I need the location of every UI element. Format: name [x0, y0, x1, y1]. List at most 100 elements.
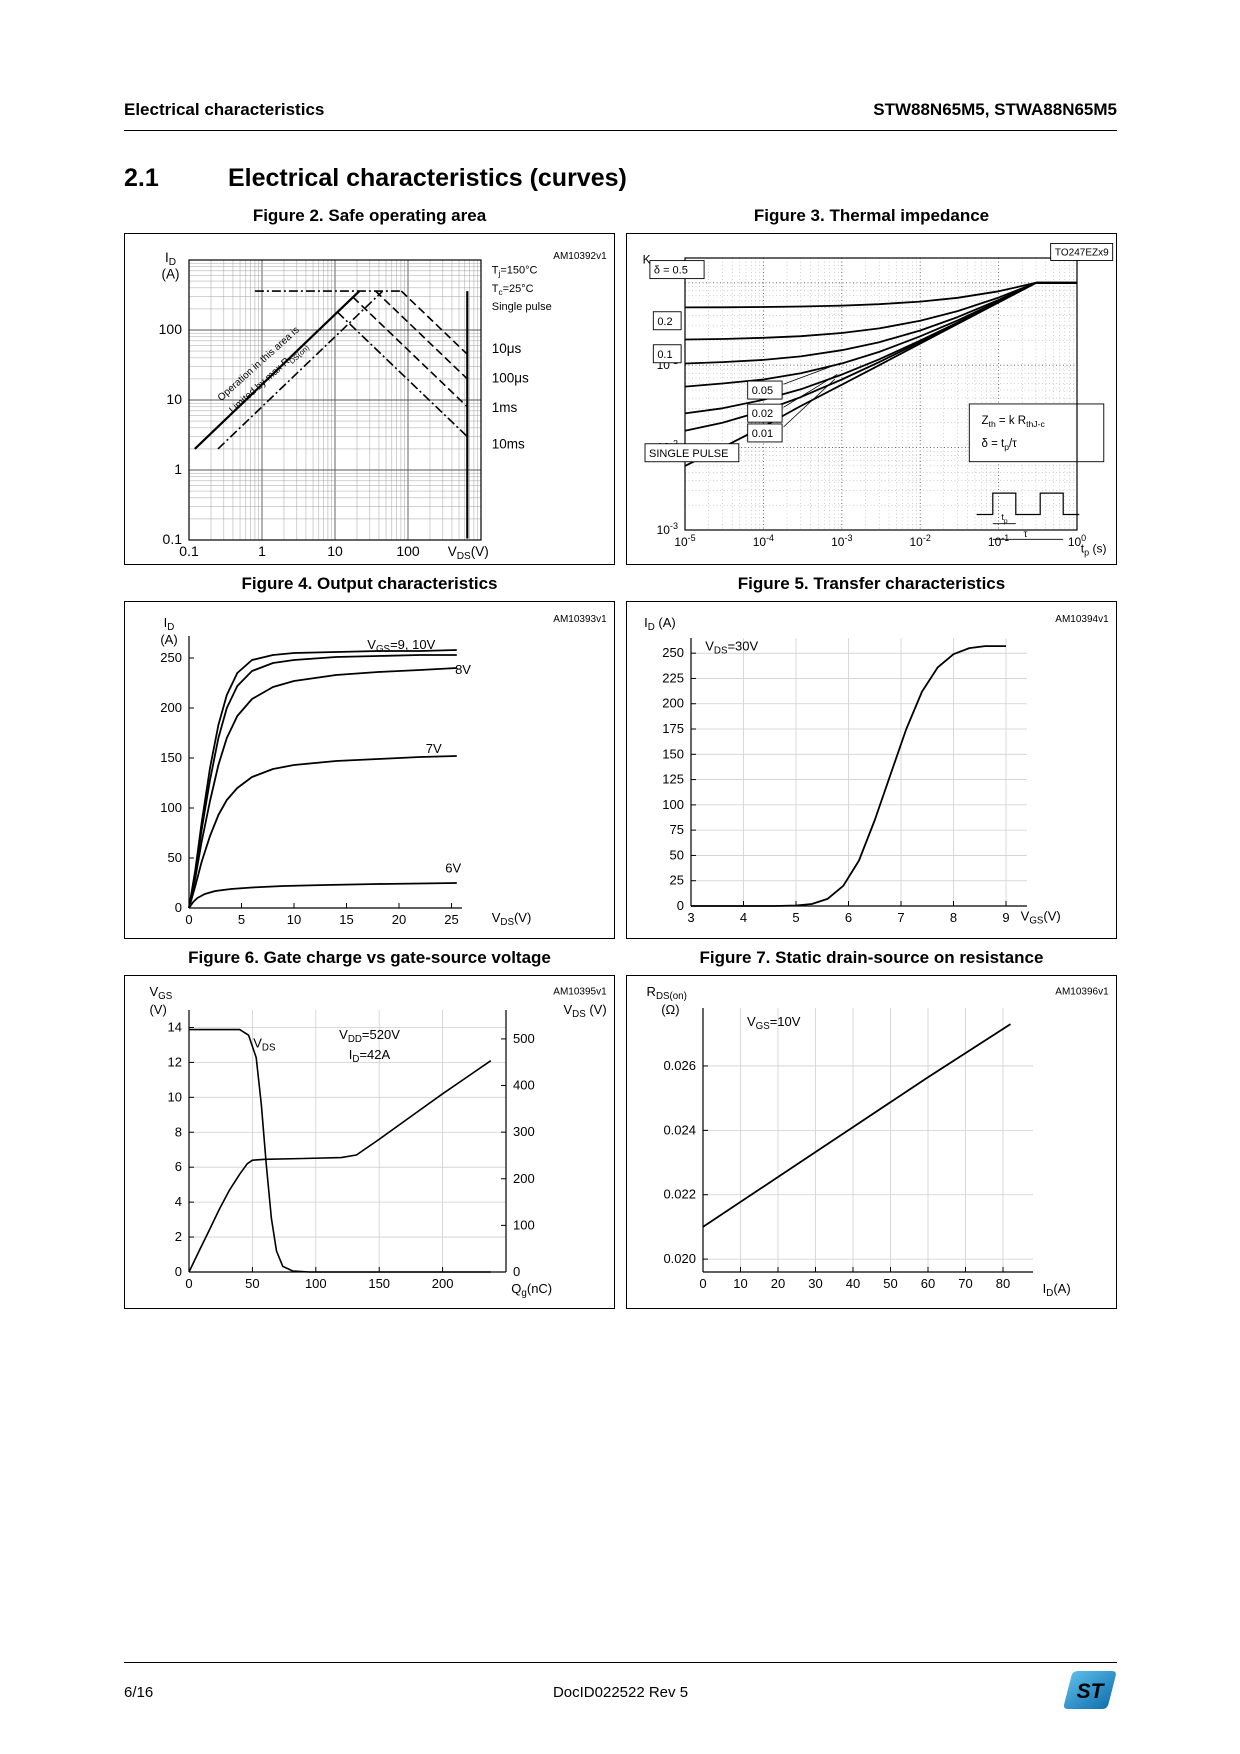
- y-tick-label: 150: [662, 746, 684, 761]
- chart-label: TO247EZx9: [1055, 247, 1109, 258]
- x-tick-label: 9: [1002, 910, 1009, 925]
- chart-label: Single pulse: [492, 301, 552, 313]
- chart-label: tp (s): [1081, 541, 1107, 557]
- y-tick-label: 100: [662, 797, 684, 812]
- x-tick-label: 25: [444, 912, 458, 927]
- chart-label: VGS=10V: [747, 1014, 801, 1032]
- st-logo: ST: [1063, 1670, 1117, 1710]
- x-tick-label: 6: [845, 910, 852, 925]
- chart-annotations: AM10396v1 RDS(on)(Ω) VGS=10V ID(A): [647, 984, 1110, 1299]
- figure-3-chart: 10-510-410-310-210-110010-110-210-3TO247…: [643, 242, 1114, 557]
- series-vgs-7v: [188, 755, 457, 909]
- chart-label: 10ms: [492, 437, 525, 452]
- series-curves: [188, 1028, 492, 1273]
- chart-annotations: AM10393v1 ID(A) VGS=9, 10V 8V 7V 6V VDS(V): [160, 614, 607, 928]
- series-curves: [188, 649, 457, 909]
- y-tick-label: 0.026: [663, 1058, 696, 1073]
- chart-label: 10μs: [492, 341, 522, 356]
- figure-5-box: 3 4 5 6 7 8 9 0 25 50 75 100 125 150 175 200 225 250 AM103…: [626, 601, 1117, 939]
- y2-tick-label: 500: [513, 1031, 535, 1046]
- chart-label: 0.2: [657, 316, 672, 328]
- chart-label: VDS: [253, 1035, 276, 1053]
- series-curves: [691, 645, 1006, 907]
- grid-lines: [691, 638, 1027, 906]
- y-tick-label: 0.022: [663, 1187, 696, 1202]
- chart-label: tp: [1001, 512, 1008, 525]
- figure-6: Figure 6. Gate charge vs gate-source vol…: [124, 947, 615, 1309]
- y-tick-label: 200: [160, 700, 182, 715]
- chart-label: AM10392v1: [553, 251, 607, 262]
- series-delta-0.5: [684, 281, 1077, 309]
- x-tick-label: 30: [808, 1276, 822, 1291]
- y-tick-label: 0.1: [163, 531, 183, 547]
- figure-2: Figure 2. Safe operating area 0.1 1 10 100 0…: [124, 205, 615, 565]
- series-vgs-9v: [188, 654, 457, 909]
- header-part-numbers: STW88N65M5, STWA88N65M5: [873, 100, 1117, 119]
- chart-label: Qg(nC): [511, 1281, 552, 1299]
- series-vds-30v-transfer: [691, 645, 1006, 907]
- x-tick-label: 100: [396, 543, 420, 559]
- chart-label: VDD=520V: [339, 1027, 400, 1045]
- x-tick-label: 80: [996, 1276, 1010, 1291]
- st-logo-text: ST: [1077, 1680, 1106, 1703]
- chart-label: 8V: [455, 662, 471, 677]
- figure-5: Figure 5. Transfer characteristics 3 4 5 6 7…: [626, 573, 1117, 939]
- section-title: Electrical characteristics (curves): [228, 164, 627, 192]
- x-tick-label: 20: [392, 912, 406, 927]
- x-tick-label: 100: [1068, 533, 1086, 549]
- section-number: 2.1: [124, 164, 159, 192]
- figure-2-box: 0.1 1 10 100 0.1 1 10 100 AM10392v1 Tj=150°C Tc=25…: [124, 233, 615, 565]
- y-tick-label: 10: [168, 1089, 182, 1104]
- tick-labels: 0.1 1 10 100 0.1 1 10 100: [159, 321, 420, 559]
- series-delta-0.2: [684, 281, 1077, 341]
- chart-label: 0.02: [752, 408, 773, 420]
- y-tick-label: 0.024: [663, 1122, 696, 1137]
- chart-label: ID: [165, 250, 176, 268]
- y-tick-label: 25: [670, 873, 684, 888]
- series-pulse-100us: [375, 290, 468, 380]
- series-rdson-vs-id: [702, 1023, 1011, 1228]
- figure-4-caption: Figure 4. Output characteristics: [241, 574, 498, 593]
- y-tick-label: 50: [168, 850, 182, 865]
- tick-labels: 3 4 5 6 7 8 9 0 25 50 75 100 125 150 175 200 225 250: [662, 645, 1009, 925]
- chart-label: AM10394v1: [1055, 614, 1109, 625]
- y2-tick-label: 200: [513, 1171, 535, 1186]
- figure-3: Figure 3. Thermal impedance 10-5 10-4 10-3…: [626, 205, 1117, 565]
- x-tick-label: 10: [733, 1276, 747, 1291]
- y2-tick-label: 300: [513, 1124, 535, 1139]
- y-tick-label: 1: [174, 461, 182, 477]
- figure-6-chart: 0 50 100 150 200024681012140100200300400500A…: [149, 984, 607, 1299]
- x-tick-label: 8: [950, 910, 957, 925]
- grid-lines: [189, 1010, 506, 1272]
- chart-label: 7V: [426, 741, 442, 756]
- x-tick-label: 0: [699, 1276, 706, 1291]
- x-tick-label: 20: [771, 1276, 785, 1291]
- chart-label: VGS(V): [1021, 909, 1061, 927]
- y-tick-label: 6: [175, 1159, 182, 1174]
- x-tick-label: 1: [258, 543, 266, 559]
- tick-labels: 0 10 20 30 40 50 60 70 80 0.020 0.022 0.024 0.026: [663, 1058, 1010, 1291]
- chart-label: ID: [164, 615, 175, 633]
- annotation-shapes: [783, 362, 1105, 540]
- x-tick-label: 15: [339, 912, 353, 927]
- figure-5-caption: Figure 5. Transfer characteristics: [737, 574, 1006, 593]
- figure-6-caption: Figure 6. Gate charge vs gate-source vol…: [188, 948, 551, 967]
- tick-labels: 0 50 100 150 200 0 2 4 6 8 10 12 14 0 100 200 300 400 500: [168, 1019, 535, 1291]
- x-tick-label: 0.1: [179, 543, 199, 559]
- y-tick-label: 8: [175, 1124, 182, 1139]
- chart-label: SINGLE PULSE: [649, 448, 728, 460]
- x-tick-label: 10-5: [674, 533, 695, 549]
- chart-label: AM10395v1: [553, 986, 607, 997]
- y-tick-label: 0.020: [663, 1251, 696, 1266]
- series-delta-0.02: [684, 281, 1077, 415]
- plot-frame: [188, 259, 482, 541]
- x-tick-label: 150: [368, 1276, 390, 1291]
- chart-label: 0.01: [752, 428, 773, 440]
- series-delta-0.05: [684, 281, 1077, 388]
- chart-label: K: [643, 253, 651, 267]
- chart-label: VDS(V): [448, 544, 489, 562]
- plot-frame: [684, 257, 1078, 531]
- chart-label: 0.1: [657, 349, 672, 361]
- chart-label: AM10396v1: [1055, 986, 1109, 997]
